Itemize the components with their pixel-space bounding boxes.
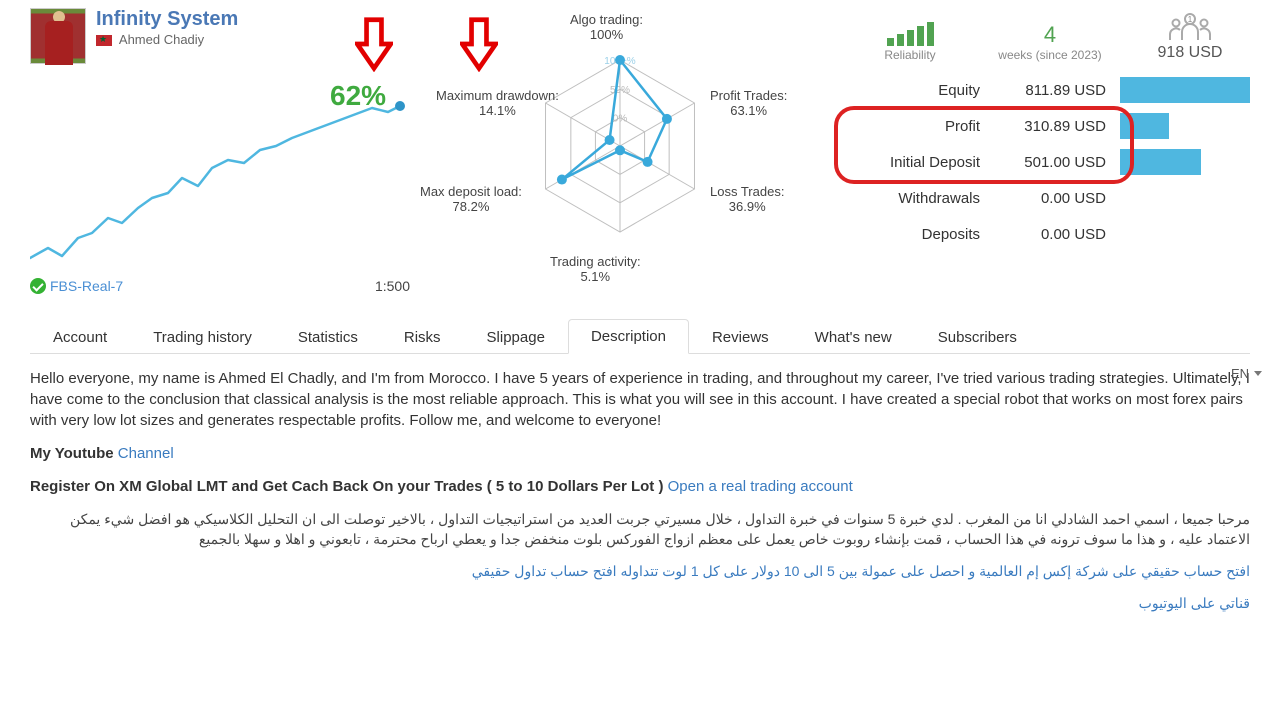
tab-account[interactable]: Account [30, 320, 130, 354]
svg-text:50%: 50% [610, 85, 630, 96]
avatar [30, 8, 86, 64]
growth-chart [30, 98, 410, 268]
finance-row: Deposits0.00 USD [850, 216, 1250, 252]
description-body: Hello everyone, my name is Ahmed El Chad… [0, 354, 1280, 613]
desc-paragraph-ar: افتح حساب حقيقي على شركة إكس إم العالمية… [30, 561, 1250, 581]
finance-row: Initial Deposit501.00 USD [850, 144, 1250, 180]
tab-slippage[interactable]: Slippage [464, 320, 568, 354]
subscribers-stat: 1 918 USD [1130, 12, 1250, 62]
desc-paragraph: My Youtube Channel [30, 443, 1250, 464]
desc-paragraph: Hello everyone, my name is Ahmed El Chad… [30, 368, 1250, 431]
open-account-link-ar[interactable]: افتح حساب تداول حقيقي [472, 563, 617, 579]
desc-paragraph-ar: مرحبا جميعا ، اسمي احمد الشادلي انا من ا… [30, 509, 1250, 549]
tab-subscribers[interactable]: Subscribers [915, 320, 1040, 354]
finance-table: Equity811.89 USDProfit310.89 USDInitial … [850, 72, 1250, 252]
open-account-link[interactable]: Open a real trading account [668, 478, 853, 495]
annotation-arrow-icon [355, 16, 393, 72]
tab-statistics[interactable]: Statistics [275, 320, 381, 354]
people-icon: 1 [1130, 12, 1250, 42]
svg-text:1: 1 [1188, 15, 1193, 24]
reliability-stat: Reliability [850, 22, 970, 62]
broker-link[interactable]: FBS-Real-7 [30, 278, 123, 294]
system-name[interactable]: Infinity System [96, 8, 238, 30]
tab-risks[interactable]: Risks [381, 320, 464, 354]
tab-what-s-new[interactable]: What's new [792, 320, 915, 354]
signal-bars-icon [850, 22, 970, 46]
finance-row: Withdrawals0.00 USD [850, 180, 1250, 216]
youtube-link-ar[interactable]: قناتي على اليوتيوب [30, 593, 1250, 613]
tab-description[interactable]: Description [568, 319, 689, 354]
verified-icon [30, 278, 46, 294]
radar-chart: 100+%50%0% Algo trading:100% Profit Trad… [450, 18, 790, 278]
svg-text:0%: 0% [613, 114, 628, 125]
youtube-link[interactable]: Channel [118, 445, 174, 462]
tab-reviews[interactable]: Reviews [689, 320, 792, 354]
weeks-stat: 4 weeks (since 2023) [990, 24, 1110, 62]
finance-row: Equity811.89 USD [850, 72, 1250, 108]
tab-trading-history[interactable]: Trading history [130, 320, 275, 354]
finance-row: Profit310.89 USD [850, 108, 1250, 144]
language-selector[interactable]: EN [1231, 366, 1262, 381]
author-name: Ahmed Chadiy [96, 32, 238, 47]
flag-icon [96, 35, 112, 46]
desc-paragraph: Register On XM Global LMT and Get Cach B… [30, 476, 1250, 497]
tab-bar: AccountTrading historyStatisticsRisksSli… [30, 318, 1250, 354]
